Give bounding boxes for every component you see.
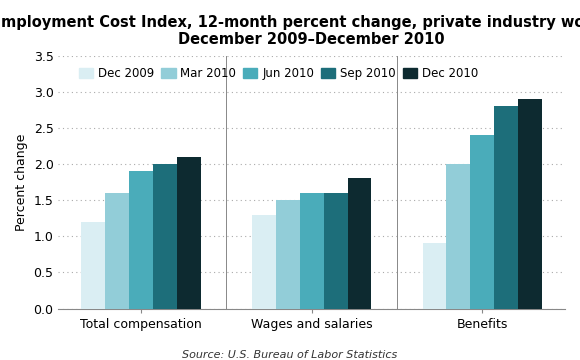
Bar <box>447 164 470 309</box>
Bar <box>129 171 153 309</box>
Bar <box>252 215 276 309</box>
Bar <box>276 200 300 309</box>
Text: Source: U.S. Bureau of Labor Statistics: Source: U.S. Bureau of Labor Statistics <box>182 350 398 360</box>
Bar <box>300 193 324 309</box>
Bar <box>494 106 518 309</box>
Bar <box>518 99 542 309</box>
Bar <box>81 222 106 309</box>
Legend: Dec 2009, Mar 2010, Jun 2010, Sep 2010, Dec 2010: Dec 2009, Mar 2010, Jun 2010, Sep 2010, … <box>74 63 483 85</box>
Bar <box>324 193 347 309</box>
Y-axis label: Percent change: Percent change <box>15 133 28 231</box>
Bar <box>470 135 494 309</box>
Bar <box>423 243 447 309</box>
Bar <box>177 157 201 309</box>
Bar <box>106 193 129 309</box>
Bar <box>347 179 371 309</box>
Bar <box>153 164 177 309</box>
Title: Employment Cost Index, 12-month percent change, private industry workers,
Decemb: Employment Cost Index, 12-month percent … <box>0 15 580 48</box>
